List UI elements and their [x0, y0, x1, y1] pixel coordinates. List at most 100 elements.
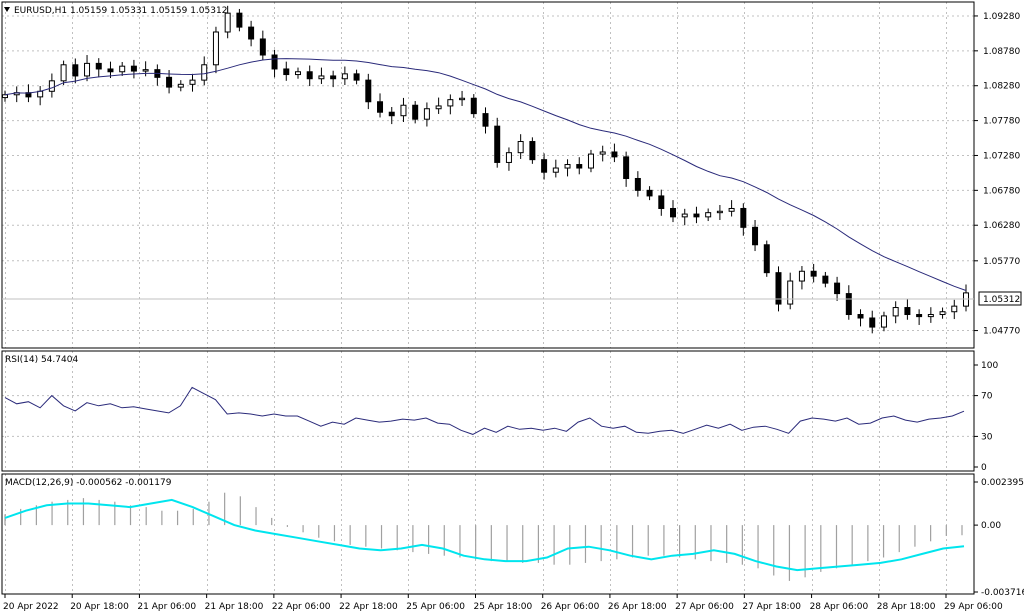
candle-body	[576, 164, 583, 169]
symbol-header: EURUSD,H1 1.05159 1.05331 1.05159 1.0531…	[14, 6, 227, 16]
candle-body	[48, 80, 55, 92]
candle-body	[294, 71, 301, 76]
time-tick-label: 27 Apr 06:00	[675, 602, 734, 612]
time-axis: 20 Apr 2022 20 Apr 18:00 21 Apr 06:00 21 Ap…	[3, 594, 1003, 612]
candle-body	[552, 167, 559, 173]
rsi-panel-frame	[1, 350, 975, 472]
candle-body	[834, 282, 841, 295]
candle-body	[564, 164, 571, 169]
time-tick-label: 22 Apr 06:00	[272, 602, 331, 612]
rsi-line	[4, 386, 965, 435]
candle-body	[330, 75, 337, 80]
candle-body	[60, 64, 67, 82]
candle-body	[845, 293, 852, 316]
price-tick-label: 1.08780	[983, 47, 1020, 57]
candle-body	[927, 314, 934, 318]
candle-body	[2, 94, 8, 99]
candle-body	[447, 99, 454, 107]
candle-body	[670, 207, 677, 218]
candle-body	[810, 270, 817, 277]
candle-body	[763, 244, 770, 274]
candle-body	[658, 195, 665, 209]
candle-body	[623, 156, 630, 179]
time-tick-label: 25 Apr 18:00	[474, 602, 533, 612]
candle-body	[72, 64, 79, 77]
candle-body	[787, 280, 794, 305]
price-axis: 1.09280 1.08780 1.08280 1.07780 1.07280 1.067…	[974, 12, 1020, 337]
macd-tick-label: -0.003716	[981, 588, 1024, 598]
candle-body	[857, 314, 864, 319]
candle-body	[119, 65, 126, 73]
price-tick-label: 1.06280	[983, 221, 1020, 231]
price-tick-label: 1.06780	[983, 186, 1020, 196]
grid	[2, 2, 974, 594]
time-tick-label: 21 Apr 18:00	[205, 602, 264, 612]
macd-histogram	[4, 492, 963, 581]
time-tick-label: 26 Apr 18:00	[608, 602, 667, 612]
price-tick-label: 1.07280	[983, 151, 1020, 161]
rsi-panel[interactable]: 100 70 30 0 RSI(14) 54.7404	[1, 350, 998, 473]
time-tick-label: 22 Apr 18:00	[339, 602, 398, 612]
candle-body	[470, 97, 477, 115]
macd-signal-line	[4, 498, 965, 572]
price-panel-frame	[1, 1, 975, 349]
candle-body	[939, 311, 946, 316]
candle-body	[599, 151, 606, 155]
time-tick-label: 27 Apr 18:00	[742, 602, 801, 612]
candle-body	[353, 73, 360, 81]
candle-body	[880, 315, 887, 328]
candle-body	[142, 69, 149, 72]
candle-body	[84, 62, 91, 77]
candle-body	[377, 101, 384, 113]
candle-body	[95, 62, 102, 70]
time-tick-label: 21 Apr 06:00	[137, 602, 196, 612]
candle-body	[693, 213, 700, 218]
candle-body	[716, 210, 723, 214]
time-tick-label: 26 Apr 06:00	[541, 602, 600, 612]
candle-body	[130, 65, 137, 72]
candle-body	[482, 113, 489, 127]
candle-body	[189, 79, 196, 85]
candle-body	[892, 307, 899, 317]
candle-body	[587, 153, 594, 169]
macd-panel[interactable]: 0.002395 0.00 -0.003716 MACD(12,26,9) -0.0…	[1, 473, 1024, 598]
candle-body	[541, 159, 548, 173]
rsi-axis: 100 70 30 0	[974, 361, 998, 473]
candle-body	[423, 108, 430, 120]
time-tick-label: 29 Apr 06:00	[944, 602, 1003, 612]
candle-body	[341, 73, 348, 80]
price-tick-label: 1.09280	[983, 12, 1020, 22]
candle-body	[400, 104, 407, 117]
candle-body	[752, 226, 759, 246]
price-tick-label: 1.05770	[983, 257, 1020, 267]
macd-axis: 0.002395 0.00 -0.003716	[974, 478, 1024, 598]
time-tick-label: 28 Apr 18:00	[877, 602, 936, 612]
macd-tick-label: 0.00	[981, 521, 1001, 531]
rsi-header: RSI(14) 54.7404	[5, 355, 78, 365]
candle-body	[705, 212, 712, 218]
candle-body	[529, 141, 536, 161]
candle-body	[412, 104, 419, 120]
moving-average-line	[4, 58, 967, 291]
price-tick-label: 1.07780	[983, 117, 1020, 127]
candle-body	[236, 12, 243, 28]
current-price-label: 1.05312	[983, 295, 1020, 305]
candle-body	[259, 38, 266, 56]
rsi-tick-label: 70	[981, 392, 993, 402]
candle-body	[271, 54, 278, 70]
price-panel[interactable]: 1.09280 1.08780 1.08280 1.07780 1.07280 1.067…	[1, 1, 1022, 349]
candle-body	[459, 97, 466, 101]
time-tick-label: 28 Apr 06:00	[810, 602, 869, 612]
candle-body	[822, 275, 829, 284]
candle-body	[869, 317, 876, 328]
candle-body	[634, 177, 641, 191]
candle-body	[166, 76, 173, 88]
candle-body	[904, 307, 911, 316]
candle-body	[728, 207, 735, 212]
candle-body	[951, 305, 958, 313]
macd-header: MACD(12,26,9) -0.000562 -0.001179	[5, 478, 172, 488]
candle-body	[177, 83, 184, 88]
candle-body	[505, 152, 512, 163]
candle-body	[775, 272, 782, 305]
